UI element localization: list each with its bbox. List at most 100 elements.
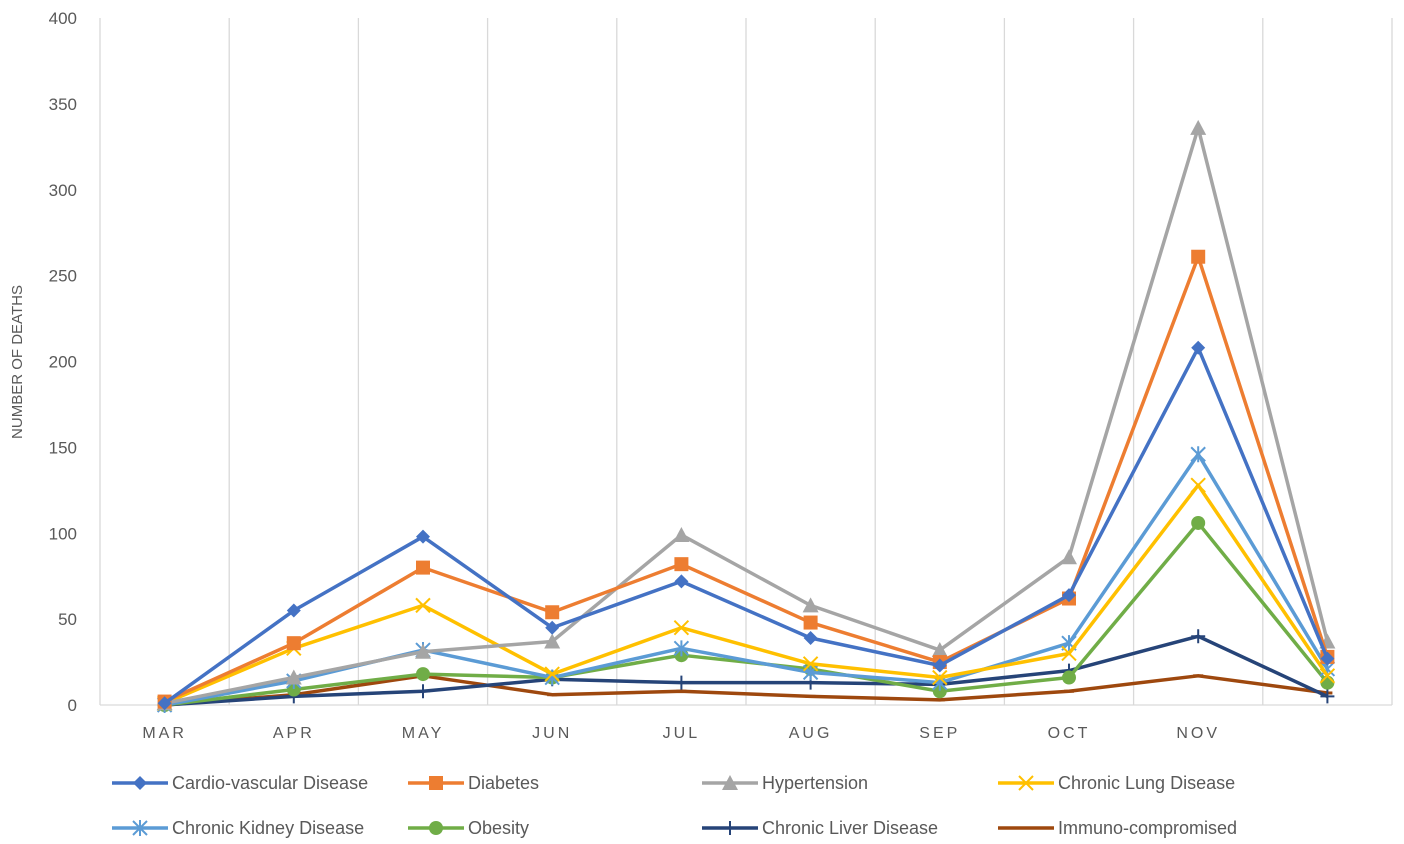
series-line [163, 346, 1330, 705]
x-tick-label: NOV [1176, 725, 1220, 742]
data-point [286, 636, 301, 651]
data-point [1061, 645, 1077, 662]
y-tick-label: 300 [49, 181, 77, 200]
x-tick-label: AUG [789, 725, 833, 742]
data-point [803, 615, 818, 630]
data-point [802, 597, 819, 613]
data-point [673, 526, 690, 542]
data-point [415, 597, 431, 614]
legend-marker [723, 821, 737, 835]
y-tick-label: 50 [58, 610, 77, 629]
legend-item: Diabetes [408, 773, 539, 793]
legend-label: Chronic Lung Disease [1058, 773, 1235, 793]
legend-label: Obesity [468, 818, 529, 838]
series-line [164, 674, 1328, 707]
data-point [932, 658, 947, 673]
data-point [1190, 477, 1206, 493]
data-point [285, 669, 302, 685]
series-lines [156, 119, 1336, 713]
data-point [932, 669, 948, 686]
legend: Cardio-vascular Disease Diabetes Hypertens… [112, 773, 1237, 838]
legend-label: Cardio-vascular Disease [172, 773, 368, 793]
legend-item: Immuno-compromised [998, 818, 1237, 838]
series-line [163, 254, 1330, 704]
data-point [544, 666, 560, 682]
y-tick-label: 350 [49, 95, 77, 114]
x-tick-label: APR [273, 725, 315, 742]
y-tick-label: 0 [68, 696, 77, 715]
data-point [802, 656, 819, 672]
data-point [674, 557, 689, 572]
legend-marker [429, 821, 443, 835]
legend-marker [429, 776, 443, 790]
legend-label: Chronic Kidney Disease [172, 818, 364, 838]
data-point [673, 640, 690, 657]
series-cardio-vascular-disease [157, 340, 1335, 711]
data-point [1191, 629, 1206, 644]
data-point [545, 605, 560, 620]
data-point [1191, 515, 1206, 530]
data-point [673, 620, 690, 636]
legend-item: Chronic Kidney Disease [112, 818, 364, 838]
series-line [163, 483, 1329, 705]
data-point [286, 603, 301, 618]
x-tick-label: SEP [919, 725, 960, 742]
data-point [931, 642, 948, 658]
data-point [1320, 651, 1335, 666]
y-tick-label: 150 [49, 438, 77, 457]
y-tick-label: 100 [49, 524, 77, 543]
data-point [1191, 249, 1206, 264]
data-point [1062, 588, 1076, 603]
data-point [1190, 446, 1206, 463]
data-point [157, 696, 172, 711]
x-tick-label: JUL [663, 725, 700, 742]
data-point [416, 667, 430, 682]
data-point [544, 633, 561, 649]
data-point [1062, 670, 1076, 685]
legend-marker [1018, 775, 1034, 791]
data-point [415, 643, 431, 659]
series-line [164, 634, 1329, 707]
series-line [164, 126, 1330, 705]
x-tick-label: MAY [402, 725, 444, 742]
legend-label: Chronic Liver Disease [762, 818, 938, 838]
data-point [416, 529, 430, 544]
data-point [416, 684, 430, 699]
legend-label: Diabetes [468, 773, 539, 793]
gridlines [99, 18, 1393, 706]
data-point [1061, 549, 1077, 565]
x-tick-label: OCT [1048, 725, 1091, 742]
legend-item: Chronic Liver Disease [702, 818, 938, 838]
x-tick-label: JUN [532, 725, 572, 742]
y-tick-label: 200 [49, 353, 77, 372]
series-hypertension [156, 119, 1336, 711]
data-point [1191, 340, 1206, 355]
data-point [932, 684, 947, 699]
data-point [1320, 689, 1335, 704]
legend-item: Chronic Lung Disease [998, 773, 1235, 793]
legend-marker [132, 820, 148, 836]
data-point [416, 560, 430, 575]
data-point [803, 631, 818, 646]
y-tick-label: 400 [49, 9, 77, 28]
y-axis-title: NUMBER OF DEATHS [9, 285, 26, 439]
data-point [674, 675, 689, 690]
data-point [1190, 119, 1207, 135]
legend-label: Immuno-compromised [1058, 818, 1237, 838]
data-point [1320, 675, 1335, 690]
legend-item: Cardio-vascular Disease [112, 773, 368, 793]
legend-marker [722, 775, 738, 790]
data-point [545, 620, 560, 635]
y-axis: 0 50 100 150 200 250 300 350 400 [49, 9, 77, 715]
data-point [674, 574, 689, 589]
legend-item: Hypertension [702, 773, 868, 793]
data-point [286, 682, 301, 697]
x-axis: MAR APR MAY JUN JUL AUG SEP OCT NOV [142, 725, 1220, 742]
legend-label: Hypertension [762, 773, 868, 793]
legend-marker [133, 776, 147, 790]
legend-item: Obesity [408, 818, 529, 838]
y-tick-label: 250 [49, 267, 77, 286]
x-tick-label: MAR [142, 725, 187, 742]
data-point [1319, 668, 1336, 684]
